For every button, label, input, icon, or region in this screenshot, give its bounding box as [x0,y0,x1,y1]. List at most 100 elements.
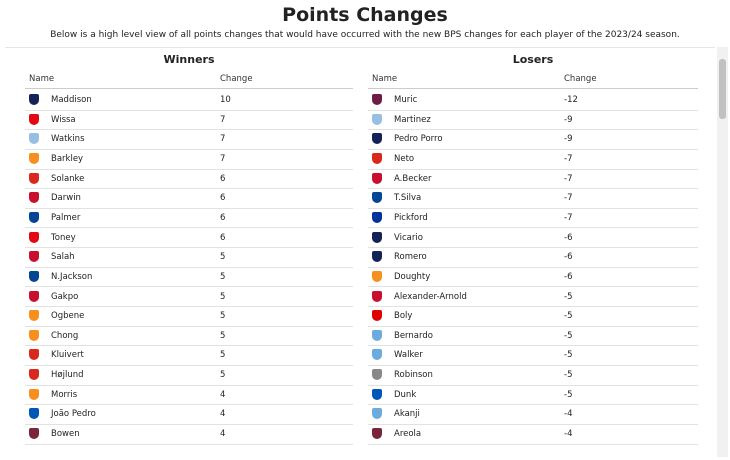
header-divider [368,88,698,89]
club-badge [29,369,39,381]
table-row: Martinez -9 [368,110,698,131]
column-header: Name [29,74,55,84]
table-row: Salah 5 [25,247,353,268]
player-name: Muric [394,95,418,105]
points-change: 5 [220,350,226,361]
table-row: Neto -7 [368,149,698,170]
player-name: Doughty [394,271,431,282]
table-row: Kluivert 5 [25,345,353,367]
club-badge [372,369,382,381]
player-name: Darwin [51,193,81,204]
club-badge [372,113,382,125]
club-badge [29,428,39,440]
player-name: Chong [51,330,79,341]
player-name: Bowen [51,429,80,440]
player-name: Akanji [394,409,420,420]
points-change: 6 [220,212,226,223]
table-row: Doughty -6 [368,267,698,288]
table-row: Barkley 7 [25,149,353,170]
points-change: -6 [564,232,573,243]
player-name: Alexander-Arnold [394,291,467,302]
points-change: -6 [564,271,573,282]
points-change: -5 [564,311,573,322]
club-badge [29,251,39,263]
club-badge [372,152,382,164]
points-change: -7 [564,153,573,164]
points-change: 6 [220,173,226,184]
points-change: -5 [564,370,573,381]
header-divider [25,88,353,89]
club-badge [372,94,382,105]
player-name: Morris [51,389,78,400]
club-badge [372,172,382,184]
column-header: Change [564,74,597,84]
points-change: -12 [564,95,578,105]
player-name: Maddison [51,95,92,105]
points-change: 7 [220,153,226,164]
player-name: Palmer [51,212,81,223]
table-row: Areola -4 [368,424,698,445]
club-badge [372,310,382,322]
player-name: Martinez [394,114,431,125]
table-row: Walker -5 [368,345,698,367]
points-change: -9 [564,114,573,125]
table-row: Vicario -6 [368,228,698,249]
club-badge [29,94,39,105]
table-row: Wissa 7 [25,110,353,131]
points-change: 7 [220,114,226,125]
scrollbar[interactable] [717,47,728,457]
points-change: 7 [220,134,226,145]
points-change: -5 [564,389,573,400]
table-row: Darwin 6 [25,188,353,209]
page-title: Points Changes [282,4,448,26]
points-change: 5 [220,291,226,302]
table-title: Winners [163,53,215,66]
table-row: Morris 4 [25,385,353,406]
player-name: Watkins [51,134,85,145]
table-row: Bernardo -5 [368,326,698,347]
column-header: Name [372,74,398,84]
club-badge [372,133,382,145]
points-change: -7 [564,193,573,204]
player-name: Toney [51,232,76,243]
player-name: T.Silva [394,193,422,204]
table-row: Toney 6 [25,228,353,249]
table-row: Chong 5 [25,326,353,347]
player-name: Salah [51,252,75,263]
club-badge [372,388,382,400]
club-badge [29,192,39,204]
scroll-thumb[interactable] [719,59,726,119]
club-badge [372,290,382,302]
player-name: Pedro Porro [394,134,443,145]
player-name: Ogbene [51,311,85,322]
points-change: 5 [220,311,226,322]
table-title: Losers [512,53,554,66]
club-badge [372,408,382,420]
table-row: Boly -5 [368,306,698,327]
table-row: Alexander-Arnold -5 [368,287,698,308]
points-change: 6 [220,193,226,204]
club-badge [372,192,382,204]
player-name: Barkley [51,153,84,164]
player-name: Kluivert [51,350,84,361]
club-badge [372,251,382,263]
club-badge [29,329,39,341]
club-badge [29,388,39,400]
points-change: -9 [564,134,573,145]
points-change: -7 [564,173,573,184]
club-badge [372,270,382,282]
points-change: 6 [220,232,226,243]
player-name: Pickford [394,212,428,223]
points-change: -6 [564,252,573,263]
table-row: Gakpo 5 [25,287,353,308]
table-row: Akanji -4 [368,404,698,425]
points-change: -5 [564,291,573,302]
table-row: Ogbene 5 [25,306,353,327]
player-name: Wissa [51,114,76,125]
player-name: A.Becker [394,173,432,184]
club-badge [29,290,39,302]
player-name: Boly [394,311,413,322]
table-row: N.Jackson 5 [25,267,353,288]
club-badge [29,231,39,243]
